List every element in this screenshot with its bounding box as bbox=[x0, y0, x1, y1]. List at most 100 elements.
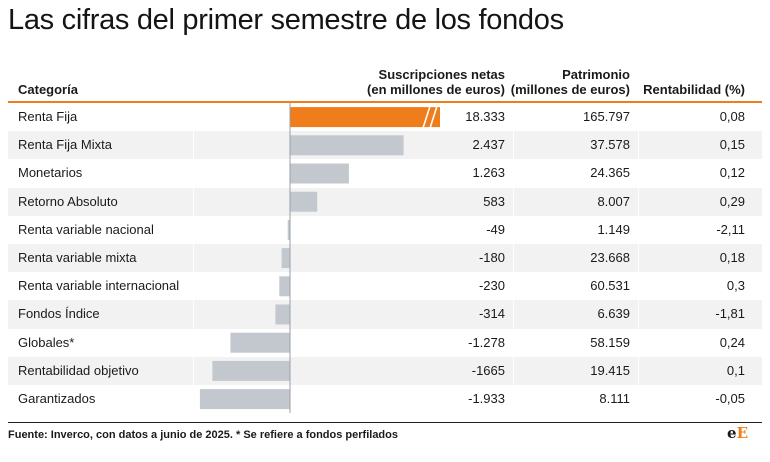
bar-fondos-índice bbox=[275, 304, 290, 325]
column-divider bbox=[638, 215, 639, 244]
bar-renta-variable-internacional bbox=[279, 276, 290, 297]
return-value: 0,08 bbox=[719, 109, 745, 124]
bar-renta-variable-nacional bbox=[287, 219, 290, 240]
column-divider bbox=[638, 243, 639, 273]
subscriptions-value: -230 bbox=[478, 278, 505, 294]
table-row: Renta variable internacional -230 60.531 0,… bbox=[8, 272, 762, 301]
column-divider bbox=[638, 328, 639, 357]
header-divider bbox=[8, 101, 762, 103]
header-category: Categoría bbox=[18, 82, 78, 97]
bar-renta-variable-mixta bbox=[281, 248, 290, 269]
bar-renta-fija-mixta bbox=[290, 135, 404, 156]
logo-letter-e: e bbox=[727, 424, 737, 442]
column-divider bbox=[193, 215, 194, 244]
patrimony-value: 8.111 bbox=[599, 390, 630, 406]
chart-title: Las cifras del primer semestre de los fo… bbox=[8, 4, 564, 36]
subscriptions-value: -49 bbox=[486, 221, 505, 237]
category-label: Retorno Absoluto bbox=[18, 193, 118, 209]
subscriptions-value: -1665 bbox=[471, 362, 505, 378]
column-divider bbox=[638, 272, 639, 301]
table-row: Monetarios 1.263 24.365 0,12 bbox=[8, 159, 762, 188]
patrimony-value: 165.797 bbox=[583, 109, 630, 124]
column-divider bbox=[638, 159, 639, 188]
column-divider bbox=[638, 356, 639, 385]
logo-letter-E: E bbox=[736, 424, 748, 442]
category-label: Rentabilidad objetivo bbox=[18, 362, 139, 378]
table-row: Renta Fija 18.333 165.797 0,08 bbox=[8, 103, 762, 132]
footer-divider bbox=[8, 422, 762, 423]
bar-monetarios bbox=[290, 163, 349, 184]
bar-retorno-absoluto bbox=[290, 191, 318, 212]
patrimony-value: 6.639 bbox=[597, 306, 630, 322]
column-divider bbox=[513, 384, 514, 414]
column-divider bbox=[513, 300, 514, 329]
patrimony-value: 24.365 bbox=[590, 165, 630, 181]
column-divider bbox=[193, 243, 194, 273]
column-divider bbox=[193, 356, 194, 385]
table-row: Renta variable mixta -180 23.668 0,18 bbox=[8, 243, 762, 273]
patrimony-value: 37.578 bbox=[590, 137, 630, 153]
category-label: Renta variable nacional bbox=[18, 221, 154, 237]
subscriptions-value: 18.333 bbox=[465, 109, 505, 124]
header-patrimony-line2: (millones de euros) bbox=[510, 82, 630, 97]
category-label: Fondos Índice bbox=[18, 306, 100, 322]
patrimony-value: 8.007 bbox=[597, 193, 630, 209]
column-divider bbox=[193, 300, 194, 329]
column-divider bbox=[638, 384, 639, 414]
source-note: Fuente: Inverco, con datos a junio de 20… bbox=[8, 429, 398, 441]
column-divider bbox=[638, 103, 639, 132]
bar-globales bbox=[230, 332, 290, 353]
category-label: Globales* bbox=[18, 334, 75, 350]
return-value: 0,3 bbox=[726, 278, 745, 294]
column-divider bbox=[513, 131, 514, 160]
header-return: Rentabilidad (%) bbox=[643, 82, 745, 97]
category-label: Renta Fija bbox=[18, 109, 78, 124]
category-label: Garantizados bbox=[18, 390, 96, 406]
category-label: Renta Fija Mixta bbox=[18, 137, 112, 153]
subscriptions-value: 583 bbox=[483, 193, 505, 209]
subscriptions-value: 1.263 bbox=[472, 165, 505, 181]
column-divider bbox=[513, 328, 514, 357]
return-value: 0,29 bbox=[719, 193, 745, 209]
column-divider bbox=[513, 215, 514, 244]
column-divider bbox=[513, 103, 514, 132]
header-subscriptions-line2: (en millones de euros) bbox=[367, 82, 505, 97]
header-patrimony-line1: Patrimonio bbox=[562, 67, 630, 82]
column-divider bbox=[193, 187, 194, 216]
patrimony-value: 19.415 bbox=[590, 362, 630, 378]
column-divider bbox=[513, 243, 514, 273]
column-divider bbox=[638, 131, 639, 160]
subscriptions-value: 2.437 bbox=[472, 137, 505, 153]
table-row: Garantizados -1.933 8.111 -0,05 bbox=[8, 384, 762, 414]
patrimony-value: 58.159 bbox=[590, 334, 630, 350]
return-value: 0,18 bbox=[719, 249, 745, 265]
table-row: Renta variable nacional -49 1.149 -2,11 bbox=[8, 215, 762, 244]
return-value: -2,11 bbox=[716, 221, 745, 237]
header-subscriptions: Suscripciones netas (en millones de euro… bbox=[367, 67, 505, 97]
return-value: 0,15 bbox=[719, 137, 745, 153]
data-table: Renta Fija 18.333 165.797 0,08 Renta Fija Mi… bbox=[8, 103, 762, 414]
column-divider bbox=[638, 187, 639, 216]
column-divider bbox=[513, 272, 514, 301]
column-divider bbox=[193, 103, 194, 132]
subscriptions-value: -1.278 bbox=[468, 334, 505, 350]
subscriptions-value: -314 bbox=[478, 306, 505, 322]
table-row: Globales* -1.278 58.159 0,24 bbox=[8, 328, 762, 357]
column-divider bbox=[513, 356, 514, 385]
patrimony-value: 23.668 bbox=[590, 249, 630, 265]
category-label: Renta variable internacional bbox=[18, 278, 180, 294]
column-divider bbox=[513, 159, 514, 188]
patrimony-value: 1.149 bbox=[597, 221, 630, 237]
column-divider bbox=[193, 272, 194, 301]
axis-break-mark bbox=[422, 105, 431, 129]
bar-renta-fija bbox=[290, 107, 440, 128]
return-value: 0,1 bbox=[726, 362, 745, 378]
subscriptions-value: -180 bbox=[478, 249, 505, 265]
brand-logo: eE bbox=[727, 424, 748, 442]
header-subscriptions-line1: Suscripciones netas bbox=[378, 67, 505, 82]
column-divider bbox=[513, 187, 514, 216]
bar-garantizados bbox=[199, 389, 290, 410]
column-divider bbox=[193, 328, 194, 357]
column-divider bbox=[193, 384, 194, 414]
category-label: Monetarios bbox=[18, 165, 83, 181]
